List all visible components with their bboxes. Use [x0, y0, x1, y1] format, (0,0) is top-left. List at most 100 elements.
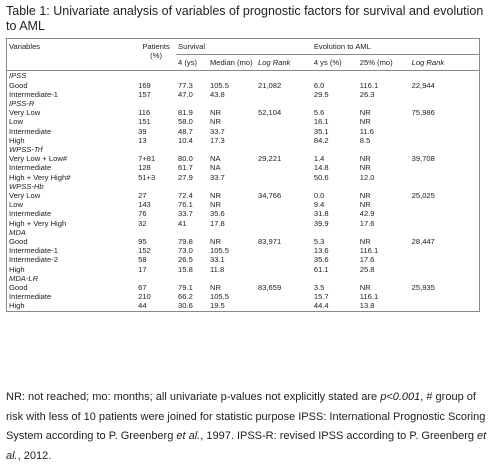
cell: 27 — [138, 191, 147, 201]
cell: 13 — [138, 135, 147, 145]
cell: 1.4 — [313, 154, 325, 164]
cell: 14.8 — [313, 163, 329, 173]
cell: 143 — [138, 200, 151, 210]
empty-cell — [410, 90, 480, 99]
cell: 72.4 — [178, 191, 193, 201]
cell: 8.5 — [359, 135, 371, 145]
row-label: Very Low — [9, 108, 41, 118]
row-label: Good — [9, 80, 28, 90]
data-row: Intermediate 39 48.7 33.7 35.1 11.6 — [7, 127, 480, 136]
cell: 28,447 — [411, 237, 435, 247]
empty-cell — [410, 301, 480, 311]
cell: NR — [359, 117, 371, 127]
empty-cell — [256, 127, 312, 136]
cell: 44.4 — [313, 301, 329, 311]
cell: 0.0 — [313, 191, 325, 201]
cell: 17.6 — [359, 218, 375, 228]
cell: 105.5 — [209, 292, 229, 302]
data-row: Low 143 76.1 NR 9.4 NR — [7, 200, 480, 209]
empty-cell — [410, 265, 480, 274]
cell: 67 — [138, 283, 147, 293]
cell: 9.4 — [313, 200, 325, 210]
row-label: Intermediate-2 — [9, 255, 58, 265]
cell: 128 — [138, 163, 151, 173]
cell: 6.0 — [313, 80, 325, 90]
cell: 33.7 — [209, 126, 225, 136]
cell: 26.3 — [359, 89, 375, 99]
cell: NR — [359, 154, 371, 164]
cell: 33.7 — [209, 172, 225, 182]
table: Variables Patients (%) Survival Evolutio… — [6, 38, 480, 312]
cell: 76 — [138, 209, 147, 219]
cell: 11.8 — [209, 264, 225, 274]
row-label: High — [9, 301, 25, 311]
cell: 13.8 — [359, 301, 375, 311]
cell: NR — [209, 191, 221, 201]
cell: 32 — [138, 218, 147, 228]
table-title: Table 1: Univariate analysis of variable… — [6, 4, 484, 33]
header-cell: Variables — [6, 38, 137, 72]
cell: 81.9 — [178, 108, 193, 118]
cell: 13.6 — [313, 246, 329, 256]
cell: NA — [209, 163, 221, 173]
data-row: Very Low 27 72.4 NR 34,766 0.0 NR 25,025 — [7, 191, 480, 200]
cell: NR — [209, 108, 221, 118]
cell: 61.1 — [313, 264, 329, 274]
page: Table 1: Univariate analysis of variable… — [6, 4, 486, 462]
subheader-cell: Median (mo) — [207, 54, 256, 72]
group-name: IPSS — [9, 71, 27, 81]
cell: 44 — [138, 301, 147, 311]
cell: 77.3 — [178, 80, 193, 90]
cell: 39 — [138, 126, 147, 136]
empty-cell — [410, 117, 480, 126]
cell: NA — [209, 154, 221, 164]
cell: 11.6 — [359, 126, 374, 136]
cell: NR — [359, 108, 371, 118]
empty-cell — [256, 117, 312, 126]
data-row: Very Low 116 81.9 NR 52,104 5.6 NR 75,986 — [7, 108, 480, 117]
cell: 51+3 — [138, 172, 156, 182]
row-label: Intermediate — [9, 209, 52, 219]
cell: 116.1 — [359, 80, 379, 90]
cell: 35.1 — [313, 126, 329, 136]
empty-cell — [256, 209, 312, 218]
data-row: High 44 30.6 19.5 44.4 13.8 — [7, 301, 480, 311]
empty-cell — [410, 136, 480, 145]
cell: 52,104 — [257, 108, 282, 118]
data-row: Good 67 79.1 NR 83,659 3.5 NR 25,935 — [7, 283, 480, 292]
group-name: MDA-LR — [9, 273, 39, 283]
empty-cell — [410, 200, 480, 209]
group-row: MDA-LR — [7, 274, 480, 283]
cell: 152 — [138, 246, 151, 256]
group-name: WPSS-Trf — [9, 145, 43, 155]
cell: 79.1 — [178, 283, 193, 293]
data-row: Good 169 77.3 105.5 21,082 6.0 116.1 22,944 — [7, 81, 480, 90]
data-row: Intermediate 128 61.7 NA 14.8 NR — [7, 163, 480, 172]
cell: 66.2 — [178, 292, 193, 302]
cell: 116.1 — [359, 246, 379, 256]
group-row: IPSS — [7, 71, 480, 81]
row-label: High — [9, 135, 25, 145]
header-cell: Survival — [176, 38, 312, 56]
row-label: High — [9, 264, 25, 274]
cell: 5.6 — [313, 108, 325, 118]
cell: NR — [359, 283, 371, 293]
cell: NR — [209, 237, 221, 247]
data-row: High + Very High 32 41 17.8 39.9 17.6 — [7, 219, 480, 228]
cell: 3.5 — [313, 283, 325, 293]
subheader-cell: Log Rank — [255, 54, 312, 72]
footnote-text: , # group of risk with less of 10 patien… — [6, 391, 486, 442]
cell: 16.1 — [313, 117, 329, 127]
cell: NR — [359, 237, 371, 247]
footnote: NR: not reached; mo: months; all univari… — [6, 388, 492, 466]
cell: 157 — [138, 89, 151, 99]
cell: 33.1 — [209, 255, 225, 265]
empty-cell — [410, 209, 480, 218]
cell: 25,025 — [411, 191, 435, 201]
row-label: High + Very High — [9, 218, 67, 228]
cell: 17.8 — [209, 218, 225, 228]
cell: 79.8 — [178, 237, 193, 247]
empty-cell — [410, 127, 480, 136]
cell: 7+81 — [138, 154, 156, 164]
group-row: WPSS-Trf — [7, 145, 480, 154]
